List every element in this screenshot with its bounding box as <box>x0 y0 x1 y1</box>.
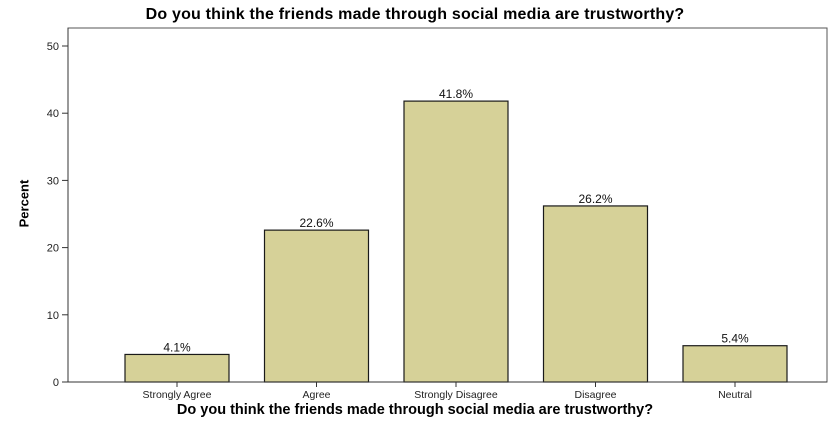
bar-value-label: 5.4% <box>721 332 749 346</box>
bar-value-label: 26.2% <box>578 192 612 206</box>
bar-value-label: 41.8% <box>439 87 473 101</box>
x-tick-label: Disagree <box>574 389 616 401</box>
bar-value-label: 22.6% <box>299 216 333 230</box>
y-tick-label: 10 <box>47 310 59 322</box>
chart-title: Do you think the friends made through so… <box>145 6 685 23</box>
y-tick-label: 20 <box>47 243 59 255</box>
bar <box>542 205 649 383</box>
x-tick-label: Neutral <box>718 389 752 401</box>
x-axis-title: Do you think the friends made through so… <box>176 402 654 418</box>
y-tick-label: 30 <box>47 175 59 187</box>
y-tick-label: 40 <box>47 108 59 120</box>
bar <box>682 345 788 383</box>
x-tick-label: Strongly Disagree <box>414 389 498 401</box>
y-axis: 0 10 20 30 40 50 <box>47 28 69 389</box>
x-axis: Strongly Agree Agree Strongly Disagree Disa… <box>68 381 827 401</box>
x-tick-label: Strongly Agree <box>143 389 212 401</box>
y-tick-label: 50 <box>47 41 59 53</box>
bar <box>124 353 230 383</box>
bars-group: 4.1% 22.6% 41.8% 26.2% 5.4% <box>124 87 788 383</box>
bar <box>403 100 509 383</box>
x-tick-label: Agree <box>302 389 330 401</box>
bar-value-label: 4.1% <box>163 340 191 354</box>
y-tick-label: 0 <box>53 377 59 389</box>
bar <box>263 229 370 383</box>
